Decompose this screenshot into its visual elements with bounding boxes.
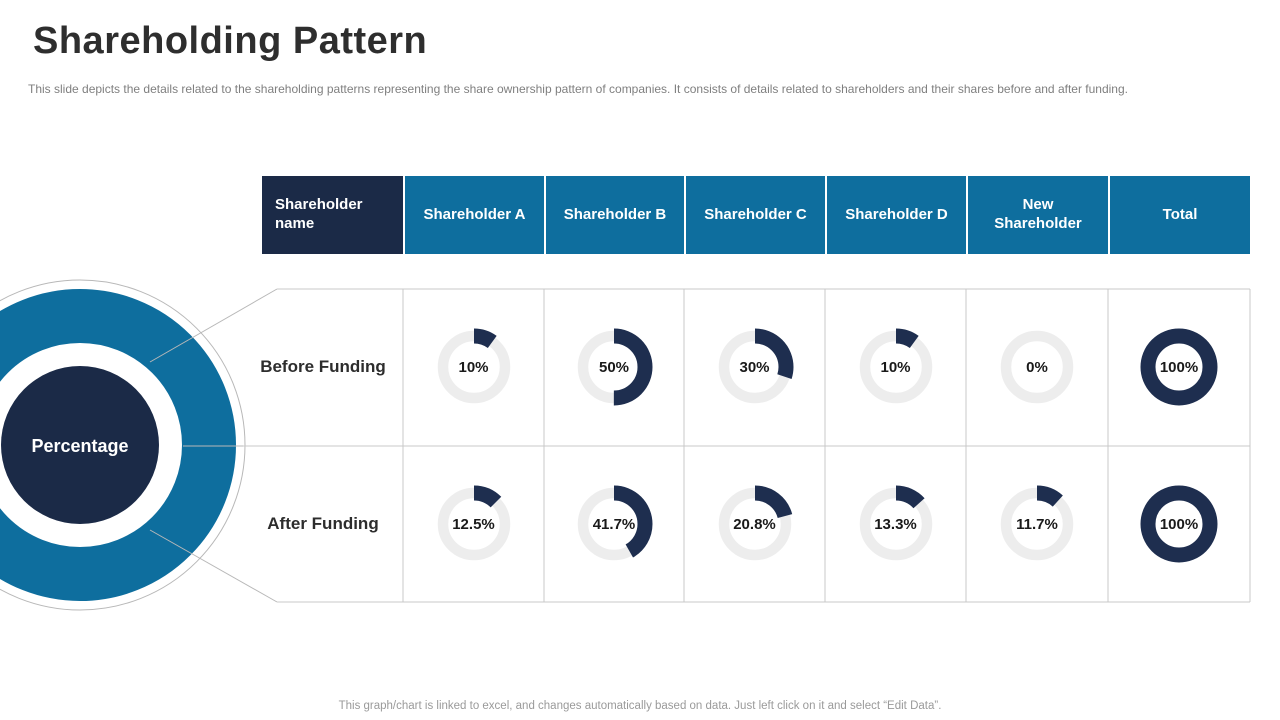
row-label-before-funding: Before Funding <box>260 357 386 376</box>
row-label-after-funding: After Funding <box>267 514 379 533</box>
donut-after-funding-col2: 41.7% <box>572 482 656 566</box>
donut-after-funding-col3: 20.8% <box>713 482 797 566</box>
donut-ring-icon <box>716 485 793 563</box>
donut-ring-icon <box>857 485 934 563</box>
donut-ring-icon <box>575 328 653 406</box>
blue-ring <box>0 289 236 601</box>
donut-before-funding-col4: 10% <box>854 325 938 409</box>
donut-value: 30% <box>739 358 770 376</box>
donut-ring-icon <box>857 328 934 406</box>
donut-before-funding-col5: 0% <box>995 325 1079 409</box>
donut-before-funding-col3: 30% <box>713 325 797 409</box>
donut-ring-icon <box>998 485 1076 563</box>
header-cell-new-shareholder: New Shareholder <box>966 176 1108 254</box>
percentage-hub-label: Percentage <box>31 436 128 456</box>
donut-ring-icon <box>1000 330 1074 404</box>
header-cell-total: Total <box>1108 176 1250 254</box>
donut-value: 13.3% <box>874 515 917 533</box>
header-cell-shareholder-d: Shareholder D <box>825 176 966 254</box>
page-title: Shareholding Pattern <box>33 20 428 62</box>
donut-after-funding-col4: 13.3% <box>854 482 938 566</box>
donut-ring-icon <box>435 328 512 406</box>
donut-ring-icon <box>1140 328 1218 406</box>
donut-ring-icon <box>435 485 512 563</box>
donut-value: 0% <box>1026 358 1048 376</box>
donut-ring-icon <box>1140 485 1218 563</box>
donut-after-funding-col1: 12.5% <box>432 482 516 566</box>
donut-value: 100% <box>1159 358 1199 376</box>
header-cell-shareholder-b: Shareholder B <box>544 176 684 254</box>
outer-circle-outline <box>0 279 246 611</box>
header-cell-shareholder-c: Shareholder C <box>684 176 825 254</box>
percentage-hub-circle <box>1 366 159 524</box>
donut-ring-icon <box>716 328 793 406</box>
donut-value: 12.5% <box>452 515 495 533</box>
donut-value: 11.7% <box>1016 515 1058 533</box>
table-header-row: Shareholder name Shareholder A Shareholder… <box>262 176 1250 254</box>
donut-value: 50% <box>598 358 630 376</box>
donut-after-funding-col5: 11.7% <box>995 482 1079 566</box>
donut-value: 20.8% <box>733 515 776 533</box>
donut-value: 10% <box>880 358 911 376</box>
donut-before-funding-col6: 100% <box>1137 325 1221 409</box>
slide-subtitle: This slide depicts the details related t… <box>28 82 1128 96</box>
header-cell-shareholder-name: Shareholder name <box>262 176 403 254</box>
donut-after-funding-col6: 100% <box>1137 482 1221 566</box>
donut-ring-icon <box>575 485 653 563</box>
callout-lines <box>149 288 278 603</box>
donut-before-funding-col1: 10% <box>432 325 516 409</box>
header-cell-shareholder-a: Shareholder A <box>403 176 544 254</box>
donut-before-funding-col2: 50% <box>572 325 656 409</box>
donut-value: 100% <box>1159 515 1199 533</box>
donut-value: 10% <box>458 358 489 376</box>
footer-note: This graph/chart is linked to excel, and… <box>338 700 942 712</box>
donut-value: 41.7% <box>592 515 636 533</box>
